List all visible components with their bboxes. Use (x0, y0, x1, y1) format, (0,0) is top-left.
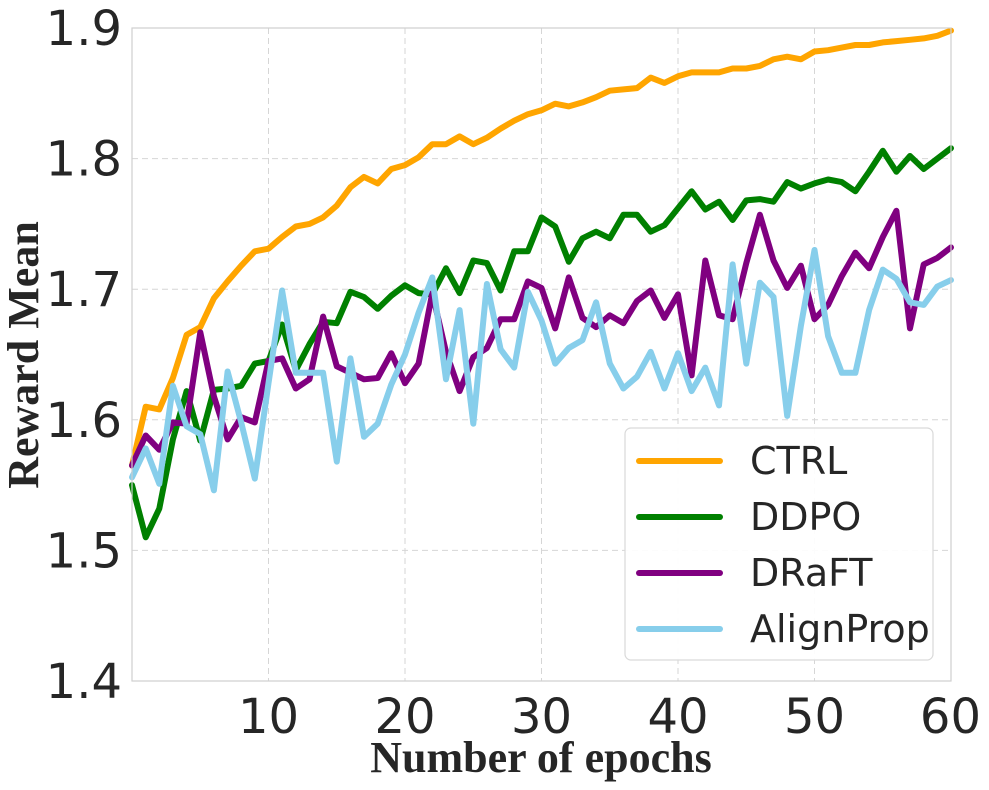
series-line-draft (129, 207, 954, 469)
plot-frame (131, 27, 952, 682)
y-axis-title: Reward Mean (0, 221, 48, 489)
x-axis-title: Number of epochs (370, 733, 711, 782)
y-axis-ticks: 1.4 1.5 1.6 1.7 1.8 1.9 (46, 1, 122, 710)
x-tick-label: 30 (511, 689, 572, 745)
legend-label-draft: DRaFT (750, 551, 873, 595)
x-tick-label: 40 (647, 689, 708, 745)
y-tick-label: 1.8 (46, 132, 122, 188)
y-tick-label: 1.9 (46, 1, 122, 57)
y-tick-label: 1.5 (46, 523, 122, 579)
x-tick-label: 20 (374, 689, 435, 745)
series-layer (129, 27, 954, 541)
legend-label-ctrl: CTRL (750, 439, 847, 483)
y-tick-label: 1.4 (46, 654, 122, 710)
x-tick-label: 60 (920, 689, 981, 745)
legend-label-alignprop: AlignProp (750, 607, 930, 651)
x-tick-label: 10 (238, 689, 299, 745)
series-line-alignprop (129, 247, 954, 494)
y-tick-label: 1.7 (46, 262, 122, 318)
legend-label-ddpo: DDPO (750, 495, 861, 539)
series-line-ctrl (129, 27, 954, 469)
legend-box (624, 427, 934, 661)
x-tick-label: 50 (784, 689, 845, 745)
y-tick-label: 1.6 (46, 393, 122, 449)
legend: CTRL DDPO DRaFT AlignProp (624, 427, 934, 661)
x-axis-ticks: 10 20 30 40 50 60 (238, 689, 981, 745)
